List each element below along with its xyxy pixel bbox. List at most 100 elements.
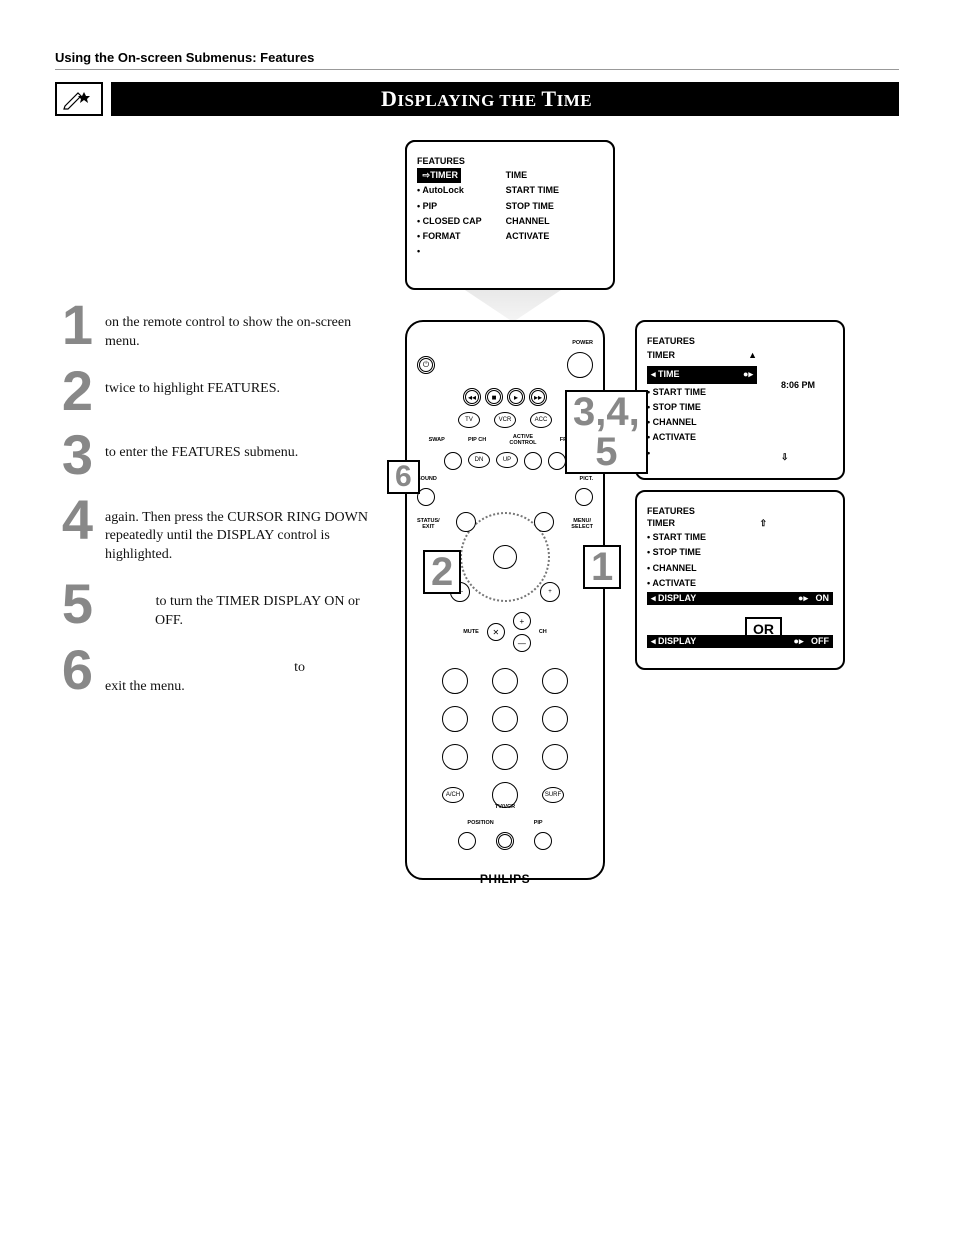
power-button[interactable] (567, 352, 593, 378)
step-number: 6 (55, 645, 93, 697)
num-4[interactable] (442, 706, 468, 732)
num-9[interactable] (542, 744, 568, 770)
freeze-button[interactable] (548, 452, 566, 470)
pict-button[interactable] (575, 488, 593, 506)
step-number: 5 (55, 579, 93, 631)
menu3-right: 8:06 PM ⇩ (781, 348, 815, 465)
step: 4 again. Then press the CURSOR RING DOWN… (55, 495, 385, 566)
menu-item-blank (417, 244, 482, 259)
menu-item: TIME (506, 168, 559, 183)
page-title: DISPLAYING THE TIME (111, 82, 899, 116)
num-6[interactable] (542, 706, 568, 732)
step-number: 2 (55, 366, 93, 416)
menu-header: FEATURES (647, 506, 833, 516)
menu-item-highlighted-on: ◂ DISPLAY ●▸ ON (647, 592, 833, 605)
num-1[interactable] (442, 668, 468, 694)
step: 5 Press xx to turn the TIMER DISPLAY ON … (55, 579, 385, 631)
tv-button[interactable]: TV (458, 412, 480, 428)
sound-label: SOUND (417, 476, 437, 482)
pip-center-button[interactable] (496, 832, 514, 850)
ach-button[interactable]: A/CH (442, 787, 464, 803)
menu-item: CHANNEL (647, 415, 757, 430)
callout-1: 1 (583, 545, 621, 589)
stop-button[interactable]: ■ (485, 388, 503, 406)
menu-item: CHANNEL (647, 561, 833, 576)
num-8[interactable] (492, 744, 518, 770)
menu-header: FEATURES (417, 156, 603, 166)
ffwd-button[interactable]: ▸▸ (529, 388, 547, 406)
status-exit-button[interactable] (456, 512, 476, 532)
lock-button[interactable]: ⏻ (417, 356, 435, 374)
active-control-button[interactable] (524, 452, 542, 470)
step-text: again. Then press the CURSOR RING DOWN r… (105, 495, 385, 566)
cursor-ring[interactable]: — + (460, 512, 550, 602)
position-button[interactable] (458, 832, 476, 850)
menu-select-button[interactable] (534, 512, 554, 532)
menu-item: ACTIVATE (647, 576, 833, 591)
callout-2: 2 (423, 550, 461, 594)
step-text: Press xx to turn the TIMER DISPLAY ON or… (105, 579, 385, 631)
menu-item: PIP (417, 199, 482, 214)
ch-label: CH (539, 629, 547, 635)
up-arrow-icon: ▲ (748, 348, 757, 365)
play-button[interactable]: ▸ (507, 388, 525, 406)
num-7[interactable] (442, 744, 468, 770)
title-row: DISPLAYING THE TIME (55, 82, 899, 116)
step-number: 4 (55, 495, 93, 566)
num-2[interactable] (492, 668, 518, 694)
rewind-button[interactable]: ◂◂ (463, 388, 481, 406)
menu-item: START TIME (647, 530, 833, 545)
step: 1 on the remote control to show the on-s… (55, 300, 385, 352)
callout-345: 3,4,5 (565, 390, 648, 474)
num-5[interactable] (492, 706, 518, 732)
menu2-right: TIME START TIME STOP TIME CHANNEL ACTIVA… (506, 168, 559, 260)
sound-button[interactable] (417, 488, 435, 506)
cursor-center[interactable] (493, 545, 517, 569)
status-exit-label: STATUS/ EXIT (417, 518, 440, 530)
menu-item: ACTIVATE (647, 430, 757, 445)
swap-label: SWAP (429, 437, 445, 443)
number-pad: A/CH SURF (417, 668, 593, 808)
surf-button[interactable]: SURF (542, 787, 564, 803)
step: 3 to enter the FEATURES submenu. (55, 430, 385, 480)
menu-item: FORMAT (417, 229, 482, 244)
menu-item: STOP TIME (506, 199, 559, 214)
or-label: OR (745, 617, 782, 641)
mute-label: MUTE (463, 629, 479, 635)
time-value: 8:06 PM (781, 378, 815, 393)
step: 2 twice to highlight FEATURES. (55, 366, 385, 416)
mute-button[interactable]: ✕ (487, 623, 505, 641)
menu-item-blank (647, 446, 757, 461)
position-label: POSITION (467, 820, 493, 826)
menu-box-3: FEATURES TIMER ▲ ◂ TIME ●▸ START TIME (635, 320, 845, 480)
pip-toggle-button[interactable] (534, 832, 552, 850)
callout-6: 6 (387, 460, 420, 494)
menu-item: STOP TIME (647, 545, 833, 560)
diagram-area: PICTURE SOUND ⇨FEATURES INSTALL TIMER Au… (405, 140, 899, 900)
steps-column: 1 on the remote control to show the on-s… (55, 140, 385, 900)
menu-subheader: TIMER (647, 348, 675, 363)
tvvcr-label: TV/VCR (495, 804, 515, 810)
step-text: twice to highlight FEATURES. (105, 366, 280, 416)
brand-logo: PHILIPS (417, 872, 593, 886)
num-3[interactable] (542, 668, 568, 694)
pip-label: PIP (534, 820, 543, 826)
pipch-label: PIP CH (468, 437, 486, 443)
menu-item: START TIME (647, 385, 757, 400)
ch-up-button[interactable]: + (513, 612, 531, 630)
ch-vol-group: MUTE ✕ + — CH (417, 612, 593, 652)
ch-plus-button[interactable]: + (540, 582, 560, 602)
menu-select-label: MENU/ SELECT (571, 518, 593, 530)
menu3-left: TIMER ▲ ◂ TIME ●▸ START TIME STOP TIME C… (647, 348, 757, 465)
ch-down-button[interactable]: — (513, 634, 531, 652)
swap-button[interactable] (444, 452, 462, 470)
pencil-star-icon (55, 82, 103, 116)
dn-button[interactable]: DN (468, 452, 490, 468)
acc-button[interactable]: ACC (530, 412, 552, 428)
menu-item: STOP TIME (647, 400, 757, 415)
vcr-button[interactable]: VCR (494, 412, 516, 428)
title-text: DISPLAYING THE TIME (381, 86, 592, 112)
menu-header: FEATURES (647, 336, 833, 346)
menu-item-highlighted-off: ◂ DISPLAY ●▸ OFF (647, 635, 833, 648)
up-button[interactable]: UP (496, 452, 518, 468)
